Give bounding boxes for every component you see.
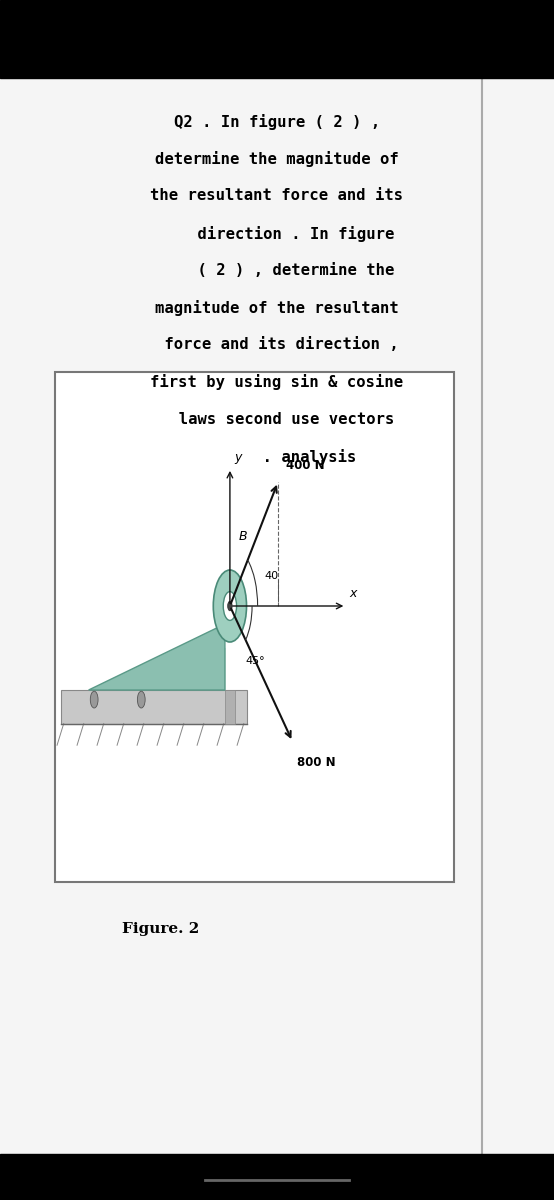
Circle shape [228, 601, 232, 611]
Text: y: y [234, 451, 242, 464]
Text: B: B [239, 530, 247, 544]
Text: laws second use vectors: laws second use vectors [160, 412, 394, 426]
Text: force and its direction ,: force and its direction , [155, 337, 399, 352]
Text: Figure. 2: Figure. 2 [122, 922, 199, 936]
Text: 800 N: 800 N [297, 756, 336, 769]
Circle shape [137, 691, 145, 708]
Text: first by using sin & cosine: first by using sin & cosine [151, 374, 403, 390]
Text: 400 N: 400 N [286, 460, 325, 473]
Text: x: x [349, 587, 356, 600]
Polygon shape [116, 648, 225, 690]
Text: Q2 . In figure ( 2 ) ,: Q2 . In figure ( 2 ) , [174, 114, 380, 130]
Text: . analysis: . analysis [197, 449, 357, 464]
Text: magnitude of the resultant: magnitude of the resultant [155, 300, 399, 316]
Bar [0, 0, 554, 78]
Text: 45°: 45° [245, 656, 265, 666]
Bar [0, 1154, 554, 1200]
Text: the resultant force and its: the resultant force and its [151, 188, 403, 203]
Text: determine the magnitude of: determine the magnitude of [155, 151, 399, 167]
Bar [225, 690, 235, 724]
Polygon shape [89, 624, 225, 690]
Circle shape [223, 592, 237, 620]
Text: 40: 40 [264, 571, 278, 581]
Text: direction . In figure: direction . In figure [160, 226, 394, 241]
Bar [55, 372, 454, 882]
Bar [61, 690, 247, 724]
Circle shape [213, 570, 247, 642]
Text: ( 2 ) , determine the: ( 2 ) , determine the [160, 263, 394, 277]
Circle shape [90, 691, 98, 708]
